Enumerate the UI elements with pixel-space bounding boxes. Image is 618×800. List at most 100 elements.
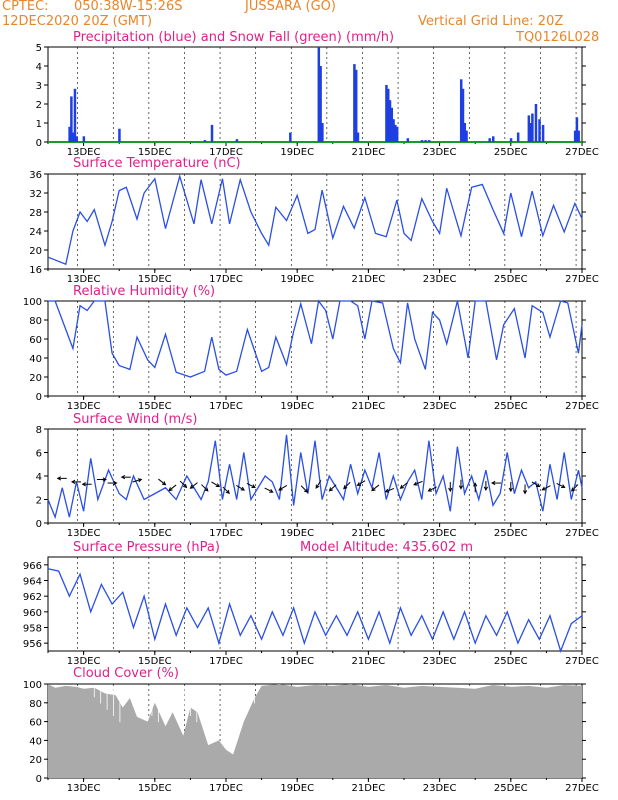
y-tick-label: 4 <box>36 62 42 73</box>
x-tick-label: 25DEC <box>494 147 528 158</box>
y-tick-label: 962 <box>23 592 42 603</box>
wind-arrow-head <box>81 482 86 487</box>
x-tick-label: 17DEC <box>209 147 243 158</box>
wind-arrow-head <box>137 478 143 483</box>
x-tick-label: 25DEC <box>494 274 528 285</box>
x-tick-label: 25DEC <box>494 656 528 667</box>
wind-arrow <box>246 482 256 488</box>
wind-arrow <box>222 486 230 494</box>
precip-bar <box>118 128 121 142</box>
panel-frame <box>47 556 583 652</box>
x-tick-label: 23DEC <box>423 147 457 158</box>
wind-arrow-head <box>522 490 528 495</box>
wind-arrow-head <box>240 486 245 491</box>
panel-5: 0 20 40 60 80 100 13DEC 15DEC 17DEC 19DEC 21DEC 23D… <box>23 680 599 794</box>
wind-arrow-head <box>536 483 541 488</box>
wind-arrow <box>278 485 288 491</box>
y-tick-label: 100 <box>23 297 42 308</box>
precip-bar <box>319 66 322 142</box>
panel-0: 0 1 2 3 4 5 13DEC 15DEC 17DEC 19DEC 21DEC 23DEC 25DE… <box>36 43 599 158</box>
y-tick-label: 956 <box>23 639 42 650</box>
precip-bar <box>492 136 495 142</box>
x-tick-label: 15DEC <box>138 147 172 158</box>
y-tick-label: 20 <box>29 755 42 766</box>
wind-arrow-head <box>399 484 405 489</box>
cloud-area <box>48 684 582 778</box>
y-tick-label: 958 <box>23 624 42 635</box>
precip-bar <box>459 79 463 142</box>
y-tick-label: 6 <box>36 449 42 460</box>
y-tick-label: 964 <box>23 577 42 588</box>
x-tick-label: 15DEC <box>138 401 172 412</box>
y-tick-label: 0 <box>36 774 42 785</box>
precip-bar <box>509 138 513 142</box>
precip-bar <box>71 132 75 142</box>
wind-arrow <box>179 480 187 488</box>
panel-3: 0 2 4 6 8 13DEC 15DEC 17DEC 19DEC 21DEC 23DEC 25DEC… <box>36 425 599 539</box>
wind-arrow <box>413 480 423 486</box>
precip-bar <box>461 88 465 142</box>
y-tick-label: 960 <box>23 608 42 619</box>
y-tick-label: 80 <box>29 316 42 327</box>
x-tick-label: 13DEC <box>67 528 101 539</box>
x-tick-label: 27DEC <box>565 783 599 794</box>
x-tick-label: 17DEC <box>209 656 243 667</box>
x-tick-label: 27DEC <box>565 528 599 539</box>
wind-arrow-head <box>269 488 274 493</box>
precip-bar <box>317 47 321 142</box>
wind-arrow <box>357 480 366 486</box>
precip-bar <box>488 138 491 142</box>
x-tick-label: 13DEC <box>67 656 101 667</box>
precip-bar <box>388 100 392 142</box>
wind-arrow <box>371 484 380 491</box>
y-tick-label: 5 <box>36 43 42 54</box>
y-tick-label: 40 <box>29 736 42 747</box>
precip-bar <box>465 130 468 142</box>
x-tick-label: 25DEC <box>494 401 528 412</box>
header-code: TQ0126L028 <box>516 30 600 45</box>
wind-arrow-head <box>541 486 546 491</box>
wind-arrow <box>211 481 220 487</box>
x-tick-label: 19DEC <box>280 147 314 158</box>
precip-bar <box>68 126 71 142</box>
wind-arrow-head <box>570 487 576 492</box>
y-tick-label: 2 <box>36 100 42 111</box>
precip-bar <box>354 69 358 142</box>
wind-arrow <box>400 482 408 489</box>
precip-bar <box>353 64 356 142</box>
series-line <box>47 174 583 266</box>
wind-arrow <box>158 478 166 486</box>
precip-bar <box>386 88 390 142</box>
y-tick-label: 8 <box>36 425 42 436</box>
y-tick-label: 0 <box>36 519 42 530</box>
wind-arrow-head <box>356 482 361 486</box>
panel-1: 16 20 24 28 32 36 13DEC 15DEC 17DEC 19DEC 21DEC 23D… <box>29 170 599 285</box>
wind-arrow <box>556 482 565 488</box>
wind-arrow-head <box>168 487 173 492</box>
precip-bar <box>527 115 531 142</box>
x-tick-label: 15DEC <box>138 274 172 285</box>
wind-arrow <box>201 484 209 492</box>
wind-arrow-head <box>102 477 107 482</box>
precip-bar <box>73 88 77 142</box>
temp-title: Surface Temperature (nC) <box>73 156 241 171</box>
header-datetime: 12DEC2020 20Z (GMT) <box>2 14 153 29</box>
rh-title: Relative Humidity (%) <box>73 284 216 299</box>
x-tick-label: 23DEC <box>423 274 457 285</box>
x-tick-label: 21DEC <box>352 528 386 539</box>
wind-arrow <box>329 484 337 492</box>
x-tick-label: 27DEC <box>565 401 599 412</box>
precip-bar <box>203 140 207 142</box>
x-tick-label: 25DEC <box>494 528 528 539</box>
series-line <box>47 434 583 520</box>
y-tick-label: 3 <box>36 81 42 92</box>
wind-arrow-head <box>304 488 309 493</box>
wind-arrow-head <box>448 487 453 493</box>
x-tick-label: 27DEC <box>565 656 599 667</box>
x-tick-label: 27DEC <box>565 147 599 158</box>
precip-bar <box>390 107 394 142</box>
wind-arrow-head <box>483 486 488 491</box>
precip-bar <box>321 123 324 142</box>
panel-4: 956 958 960 962 964 966 13DEC 15DEC 17DEC 19DEC 21… <box>23 556 599 667</box>
